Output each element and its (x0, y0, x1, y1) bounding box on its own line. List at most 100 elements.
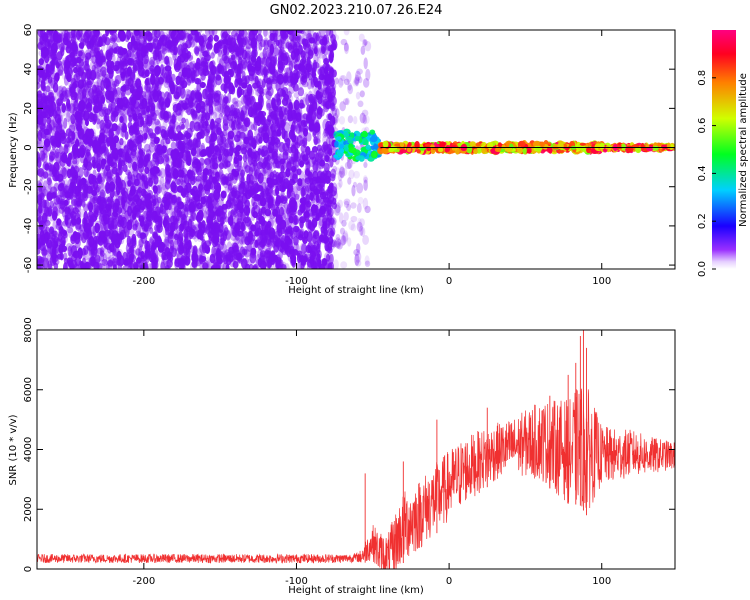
spectrogram-cell (221, 156, 229, 168)
spectrogram-cell (119, 116, 124, 123)
spectrogram-cell (270, 250, 276, 262)
spectrogram-cell (315, 194, 320, 203)
spectrogram-cell (115, 67, 120, 74)
spectrogram-cell (53, 30, 60, 42)
spectrogram-cell (112, 264, 117, 269)
spectrogram-cell (251, 39, 256, 52)
spectrogram-cell (187, 34, 193, 42)
spectrogram-cell (302, 80, 309, 88)
spectrogram-cell (327, 253, 332, 264)
spectrogram-cell (79, 155, 86, 164)
spectrogram-cell (319, 71, 324, 80)
spectrogram-cell (66, 40, 72, 49)
spectrogram-cell (266, 102, 271, 111)
spectrogram-cell (305, 41, 310, 49)
spectrogram-cell (62, 220, 69, 227)
spectrogram-cell (281, 32, 289, 40)
spectrogram-cell (302, 154, 309, 162)
spectrogram-cell (182, 43, 188, 50)
spectrogram-cell (112, 246, 120, 257)
spectrogram-cell (210, 132, 218, 142)
spectrogram-cell (128, 58, 135, 66)
spectrogram-cell (120, 187, 126, 196)
spectrogram-cell (325, 155, 331, 163)
spectrogram-cell (265, 90, 272, 100)
spectrogram-cell (318, 219, 324, 229)
spectrogram-cell (237, 239, 244, 249)
spectrogram-cell (287, 187, 294, 195)
spectrogram-cell (176, 124, 182, 133)
spectrogram-cell (187, 51, 191, 59)
spectrogram-cell (187, 61, 195, 72)
spectrogram-cell (116, 181, 124, 188)
spectrogram-cell (41, 130, 47, 140)
spectrogram-cell (239, 236, 244, 245)
spectrogram-cell (285, 113, 291, 122)
spectrogram-cell (307, 242, 314, 254)
spectrogram-cell (297, 35, 303, 46)
spectrogram-cell (113, 190, 119, 197)
spectrogram-cell (266, 220, 272, 229)
spectrogram-cell (290, 35, 297, 42)
spectrogram-cell (254, 75, 259, 85)
spectrogram-cell (282, 178, 290, 189)
spectrogram-cell (66, 157, 71, 167)
spectrogram-cell (260, 206, 266, 215)
spectrogram-cell (95, 52, 101, 60)
spectrogram-cell (308, 150, 316, 160)
spectrogram-cell (301, 243, 308, 254)
spectrogram-cell (108, 91, 114, 99)
spectrogram-cell (314, 138, 321, 145)
spectrogram-cell (97, 101, 103, 112)
spectrogram-cell (59, 105, 67, 117)
spectrogram-cell (202, 64, 209, 73)
spectrogram-cell (240, 176, 245, 184)
spectrogram-cell (309, 93, 317, 103)
spectrogram-cell (216, 205, 224, 217)
spectrogram-cell (115, 195, 122, 204)
spectrogram-cell (247, 204, 255, 214)
spectrogram-marks (37, 30, 675, 269)
spectrogram-cell (287, 45, 295, 54)
spectrogram-cell (85, 159, 93, 169)
spectrogram-cell (57, 183, 64, 192)
spectrogram-cell (306, 113, 312, 125)
spectrogram-cell (104, 108, 111, 116)
figure-title: GN02.2023.210.07.26.E24 (270, 3, 443, 18)
spectrogram-cell (328, 66, 334, 78)
spectrogram-cell (289, 159, 295, 168)
spectrogram-cell (38, 75, 46, 84)
spectrogram-cell (166, 56, 173, 68)
spectrogram-cell (299, 216, 306, 224)
spectrogram-cell (154, 65, 161, 76)
spectrogram-cell (306, 258, 314, 268)
spectrogram-cell (229, 214, 234, 227)
spectrogram-cell (270, 203, 276, 211)
spectrogram-cell (218, 112, 224, 121)
spectrogram-cell (109, 156, 116, 167)
spectrogram-cell (122, 84, 127, 93)
spectrogram-cell (37, 141, 41, 148)
spectrogram-cell (305, 200, 312, 208)
spectrogram-cell (54, 113, 62, 124)
spectrogram-cell (44, 219, 51, 227)
spectrogram-cell (279, 46, 286, 59)
spectrogram-cell (136, 209, 141, 217)
spectrogram-cell (62, 72, 67, 80)
spectrogram-cell (238, 226, 245, 233)
spectrogram-cell (248, 236, 254, 245)
spectrogram-cell (119, 54, 126, 65)
spectrogram-cell (299, 99, 304, 109)
spectrogram-cell (289, 197, 296, 207)
spectrogram-cell (324, 93, 332, 102)
spectrogram-cell (254, 67, 260, 74)
spectrogram-cell (139, 172, 144, 180)
spectrogram-cell (186, 169, 193, 180)
spectrogram-cell (329, 199, 334, 210)
spectrogram-cell (256, 56, 262, 68)
spectrogram-cell (234, 78, 239, 88)
spectrogram-cell (317, 94, 323, 105)
spectrogram-cell (145, 218, 152, 227)
spectrogram-cell (91, 204, 98, 215)
